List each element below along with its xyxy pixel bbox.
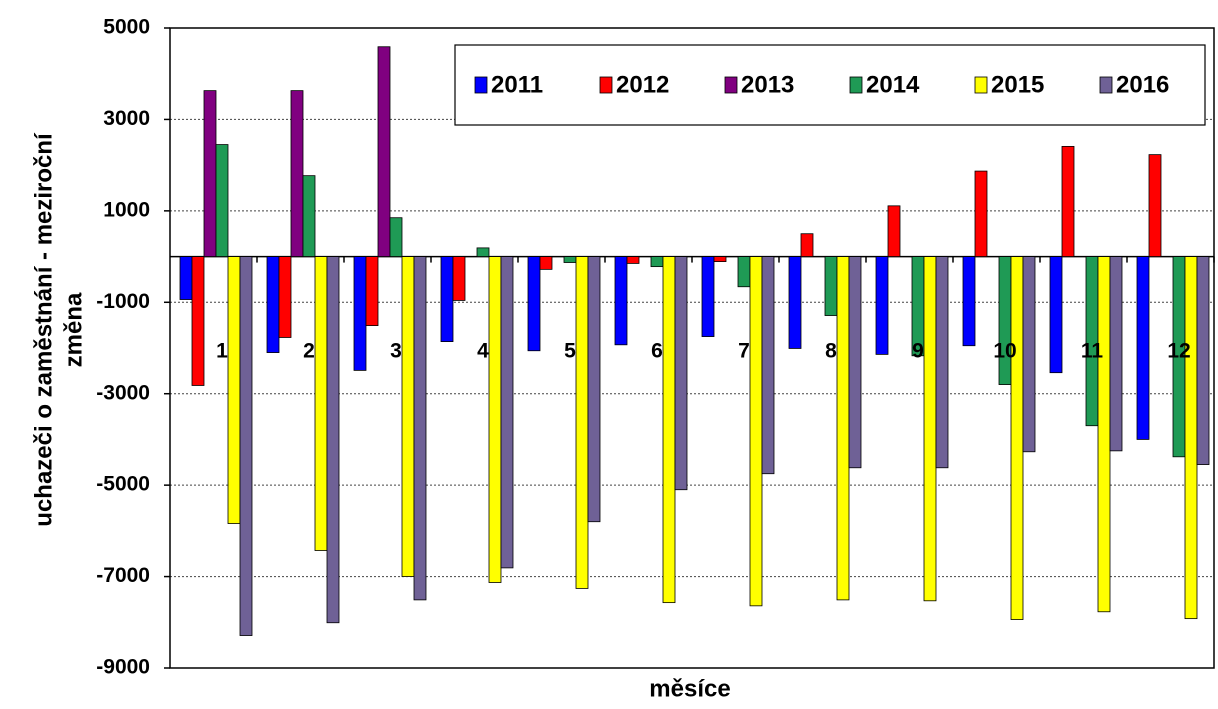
y-tick-label: -1000 (96, 290, 150, 313)
x-tick-label: 1 (216, 340, 228, 363)
bar (614, 256, 628, 346)
x-tick-label: 11 (1081, 340, 1104, 363)
x-tick-label: 2 (303, 340, 315, 363)
bar (302, 175, 316, 257)
bar (488, 256, 502, 583)
legend-label: 2016 (1116, 71, 1169, 98)
bar (440, 256, 454, 343)
bar (887, 205, 901, 257)
y-axis-label: uchazeči o zaměstnání - meziroční (30, 132, 57, 527)
bar (800, 233, 814, 257)
legend-swatch (974, 76, 988, 94)
bar (1148, 154, 1162, 257)
bar (452, 256, 466, 301)
bar (761, 256, 775, 475)
bar (203, 90, 217, 257)
bar (836, 256, 850, 601)
legend-swatch (724, 76, 738, 94)
bar (353, 256, 367, 371)
legend-swatch (849, 76, 863, 94)
legend-label: 2015 (991, 71, 1044, 98)
bar (848, 256, 862, 469)
y-tick-label: -5000 (96, 473, 150, 496)
bar (974, 170, 988, 257)
legend-label: 2011 (491, 71, 543, 98)
legend-swatch (599, 76, 613, 94)
legend-label: 2014 (866, 71, 920, 98)
bar (713, 256, 727, 263)
bar (962, 256, 976, 347)
bar (788, 256, 802, 349)
bar (563, 256, 577, 263)
bar (575, 256, 589, 589)
legend-label: 2013 (741, 71, 794, 98)
bar (191, 256, 205, 386)
bar (626, 256, 640, 264)
x-tick-label: 5 (564, 340, 576, 363)
bar (674, 256, 688, 491)
x-tick-label: 8 (825, 340, 837, 363)
x-tick-label: 10 (993, 340, 1016, 363)
y-tick-label: -9000 (96, 656, 150, 679)
bar (239, 256, 253, 636)
legend-swatch (1099, 76, 1113, 94)
bar (413, 256, 427, 601)
bar (527, 256, 541, 352)
bar (389, 217, 403, 257)
bar (401, 256, 415, 577)
bar (824, 256, 838, 316)
bar (326, 256, 340, 624)
y-tick-label: -3000 (96, 381, 150, 404)
bar (1061, 145, 1075, 257)
bar (1010, 256, 1024, 620)
bar (875, 256, 889, 355)
y-tick-label: -7000 (96, 564, 150, 587)
bar (662, 256, 676, 604)
bar (1022, 256, 1036, 453)
x-axis-label: měsíce (649, 675, 730, 702)
bar (179, 256, 193, 300)
bar (539, 256, 553, 270)
x-tick-label: 4 (477, 340, 489, 363)
legend-swatch (474, 76, 488, 94)
bar (650, 256, 664, 268)
x-tick-label: 12 (1167, 340, 1190, 363)
bar (500, 256, 514, 569)
x-tick-label: 7 (738, 340, 750, 363)
y-axis-label: změna (60, 292, 87, 367)
bar (314, 256, 328, 551)
x-tick-label: 6 (651, 340, 663, 363)
bar (1109, 256, 1123, 452)
bar (923, 256, 937, 602)
bar (701, 256, 715, 337)
bar (1184, 256, 1198, 620)
plot-frame (169, 27, 1215, 669)
legend-label: 2012 (616, 71, 669, 98)
y-tick-label: 5000 (103, 16, 150, 39)
legend-box (454, 44, 1206, 126)
bar (377, 46, 391, 257)
bar (476, 247, 490, 257)
bar (278, 256, 292, 338)
y-tick-label: 1000 (103, 198, 150, 221)
bar (998, 256, 1012, 385)
bar (365, 256, 379, 327)
bar (1049, 256, 1063, 374)
bar (737, 256, 751, 288)
bar (935, 256, 949, 469)
bar (1136, 256, 1150, 440)
bar (290, 90, 304, 257)
bar (1196, 256, 1210, 465)
bar (587, 256, 601, 523)
x-tick-label: 3 (390, 340, 402, 363)
bar (266, 256, 280, 353)
x-tick-label: 9 (912, 340, 924, 363)
bar (1097, 256, 1111, 613)
bar (215, 144, 229, 257)
bar (227, 256, 241, 524)
bar (749, 256, 763, 607)
y-tick-label: 3000 (103, 107, 150, 130)
